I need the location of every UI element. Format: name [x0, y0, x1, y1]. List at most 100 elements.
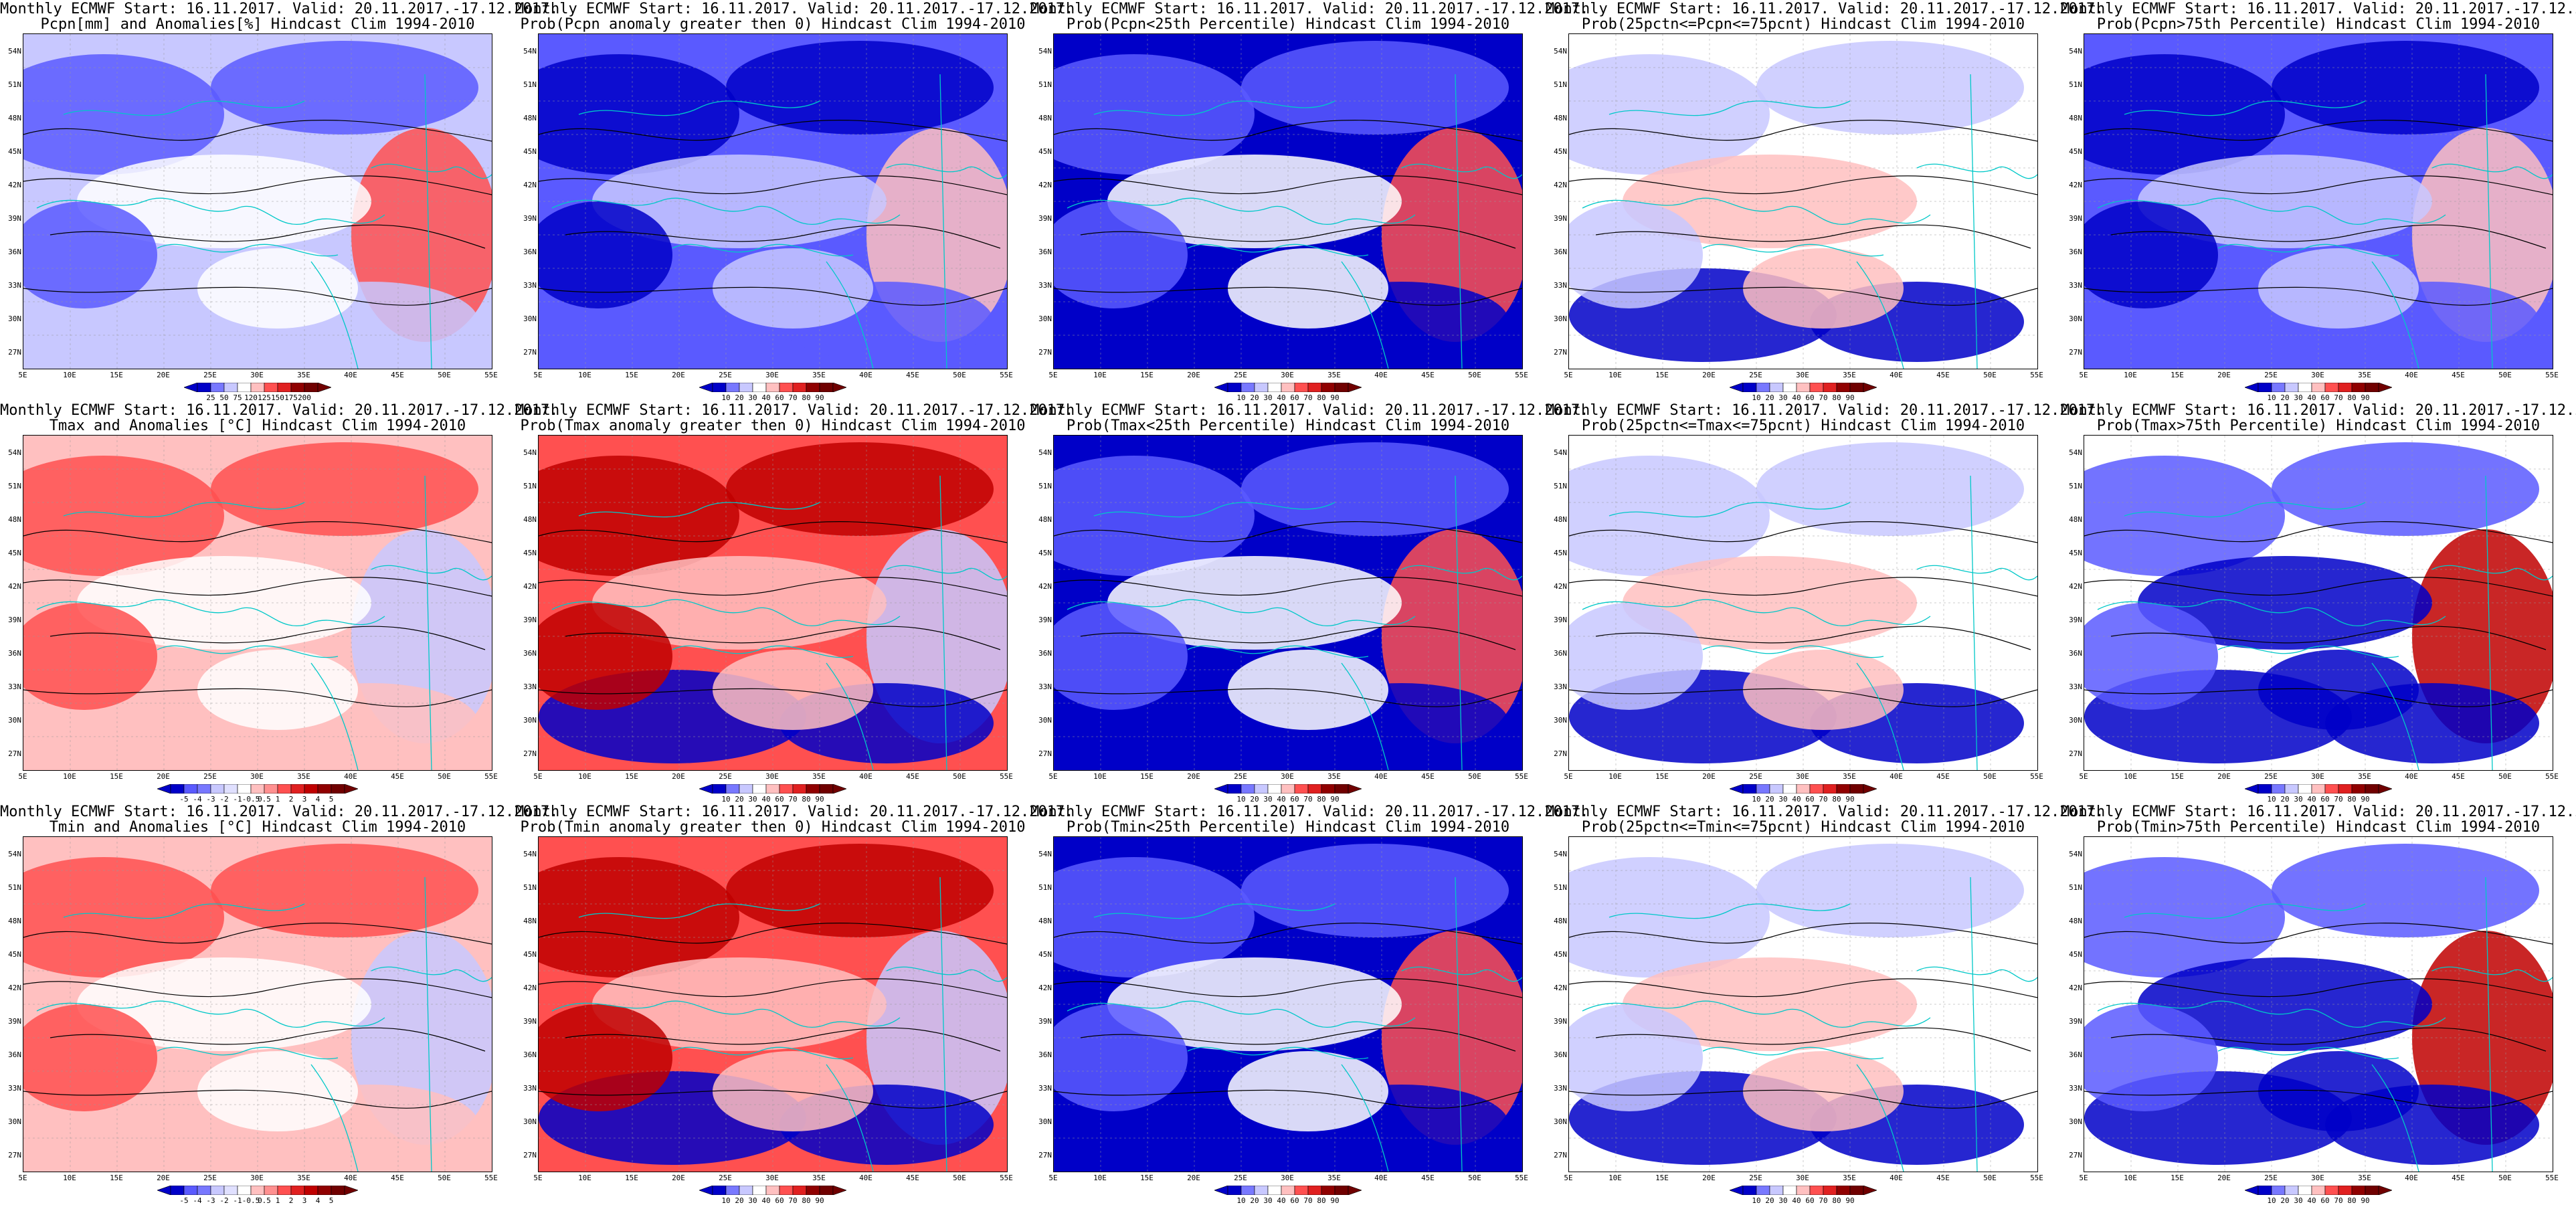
colorbar-swatch [819, 383, 834, 392]
colorbar-swatch [1294, 1186, 1309, 1195]
contour-line [1054, 175, 1522, 195]
latitude-tick-label: 54N [523, 448, 537, 457]
latitude-tick-label: 30N [8, 314, 21, 323]
colorbar-tick-label: 40 [761, 1196, 771, 1205]
colorbar-swatch [2338, 383, 2353, 392]
coastline-border [2217, 645, 2399, 658]
latitude-tick-label: 42N [1554, 582, 1567, 591]
latitude-tick-label: 42N [1038, 984, 1052, 992]
colorbar-swatch [1334, 383, 1349, 392]
colorbar-swatch [1307, 1186, 1322, 1195]
longitude-tick-label: 45E [1421, 772, 1435, 781]
colorbar-swatch [1281, 1186, 1295, 1195]
forecast-map-svg [1054, 837, 1522, 1172]
latitude-tick-label: 33N [523, 1084, 537, 1093]
latitude-tick-label: 42N [1554, 984, 1567, 992]
colorbar-swatch [806, 784, 820, 794]
shaded-area-8 [1228, 650, 1388, 730]
latitude-tick-label: 48N [1038, 515, 1052, 524]
colorbar-swatch [223, 1186, 238, 1195]
colorbar-min-arrow [2245, 784, 2259, 794]
colorbar-swatch [2351, 383, 2366, 392]
colorbar-swatch [1769, 784, 1784, 794]
colorbar-swatch [2258, 784, 2272, 794]
longitude-tick-label: 10E [2124, 371, 2137, 379]
colorbar-tick-label: -5 [179, 795, 189, 804]
longitude-tick-label: 25E [719, 1174, 732, 1182]
longitude-tick-label: 10E [1093, 1174, 1107, 1182]
latitude-tick-label: 54N [523, 850, 537, 858]
map-panel: Monthly ECMWF Start: 16.11.2017. Valid: … [0, 0, 558, 403]
colorbar-tick-label: 70 [2334, 393, 2343, 402]
colorbar-tick-label: 10 [721, 393, 731, 402]
panel-title-line1: Monthly ECMWF Start: 16.11.2017. Valid: … [1546, 402, 2104, 419]
latitude-tick-label: 33N [8, 682, 21, 691]
colorbar-tick-label: 30 [1263, 393, 1273, 402]
contour-line [1569, 978, 2037, 998]
colorbar-swatch [1240, 383, 1255, 392]
shaded-area-7 [1054, 603, 1188, 710]
shaded-area-2 [211, 442, 478, 536]
coastline-border [1916, 565, 2037, 581]
latitude-tick-label: 33N [523, 281, 537, 290]
colorbar-swatch [792, 784, 807, 794]
latitude-tick-label: 33N [1038, 1084, 1052, 1093]
colorbar-tick-label: 60 [775, 1196, 784, 1205]
colorbar-tick-label: 125 [258, 393, 271, 402]
latitude-tick-label: 27N [1554, 348, 1567, 357]
colorbar-tick-label: 80 [802, 795, 811, 804]
latitude-tick-label: 54N [8, 850, 21, 858]
latitude-tick-label: 33N [523, 682, 537, 691]
contour-line [2084, 688, 2553, 707]
colorbar-min-arrow [699, 383, 713, 392]
latitude-tick-label: 30N [2069, 314, 2082, 323]
colorbar-tick-label: 10 [2267, 393, 2276, 402]
panel-title-line1: Monthly ECMWF Start: 16.11.2017. Valid: … [1030, 402, 1589, 419]
shaded-area-1 [2084, 54, 2285, 175]
colorbar-swatch [2298, 383, 2312, 392]
contour-line [539, 175, 1007, 195]
longitude-tick-label: 35E [1327, 371, 1341, 379]
colorbar-swatch [1227, 784, 1242, 794]
shaded-area-7 [2084, 603, 2218, 710]
colorbar-max-arrow [832, 784, 846, 794]
longitude-tick-label: 10E [1608, 1174, 1622, 1182]
longitude-tick-label: 55E [2030, 371, 2043, 379]
coastline-border [1702, 645, 1884, 658]
shaded-area-7 [1569, 201, 1703, 308]
longitude-tick-label: 5E [18, 1174, 27, 1182]
latitude-tick-label: 42N [1038, 582, 1052, 591]
longitude-tick-label: 35E [812, 371, 826, 379]
latitude-tick-label: 36N [523, 649, 537, 658]
latitude-tick-label: 48N [2069, 917, 2082, 925]
colorbar-swatch [806, 1186, 820, 1195]
coastline-border [2124, 502, 2366, 518]
colorbar-tick-label: 90 [2361, 1196, 2370, 1205]
colorbar-tick-label: 60 [1290, 1196, 1299, 1205]
colorbar-swatch [752, 1186, 767, 1195]
panel-title-line1: Monthly ECMWF Start: 16.11.2017. Valid: … [2061, 402, 2576, 419]
latitude-tick-label: 30N [2069, 716, 2082, 725]
longitude-tick-label: 15E [1140, 371, 1154, 379]
colorbar-swatch [1321, 1186, 1336, 1195]
coastline-border [424, 475, 432, 770]
colorbar-swatch [1769, 1186, 1784, 1195]
colorbar-swatch [170, 784, 185, 794]
latitude-tick-label: 45N [523, 549, 537, 557]
longitude-tick-label: 45E [2452, 371, 2465, 379]
colorbar-swatch [1782, 784, 1797, 794]
coastline-border [578, 100, 820, 116]
shaded-area-7 [23, 201, 157, 308]
longitude-tick-label: 10E [1093, 371, 1107, 379]
colorbar-tick-label: 30 [1778, 393, 1788, 402]
contour-line [23, 577, 492, 597]
latitude-tick-label: 39N [1554, 214, 1567, 223]
contour-line [1054, 688, 1522, 707]
colorbar-swatch [2338, 784, 2353, 794]
longitude-tick-label: 25E [2264, 1174, 2278, 1182]
latitude-tick-label: 36N [8, 248, 21, 256]
coastline-border [1401, 565, 1522, 581]
map-panel: Monthly ECMWF Start: 16.11.2017. Valid: … [1546, 401, 2104, 804]
colorbar-swatch [752, 383, 767, 392]
coastline-border [826, 662, 874, 770]
